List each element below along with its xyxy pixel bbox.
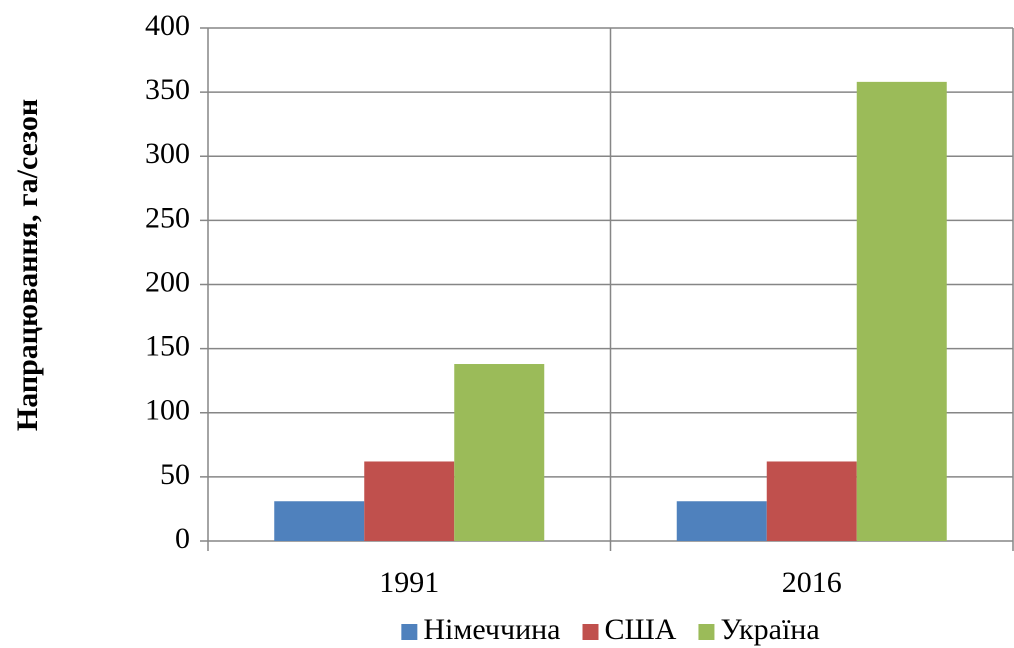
y-tick-label: 50 — [160, 458, 190, 491]
x-tick-label: 2016 — [782, 566, 842, 599]
y-tick-label: 150 — [145, 330, 190, 363]
legend-label: Німеччина — [423, 613, 560, 646]
y-tick-label: 400 — [145, 9, 190, 42]
legend-label: США — [605, 613, 677, 646]
legend-swatch — [401, 624, 418, 640]
bar — [856, 81, 947, 542]
bar — [274, 501, 365, 541]
bar — [766, 461, 857, 541]
y-tick-label: 300 — [145, 137, 190, 170]
legend-swatch — [698, 624, 715, 640]
y-tick-label: 200 — [145, 265, 190, 298]
y-axis-label: Напрацювання, га/сезон — [11, 99, 44, 431]
legend-label: Україна — [720, 613, 819, 646]
legend-swatch — [582, 624, 599, 640]
y-tick-label: 0 — [175, 522, 190, 555]
bar — [454, 364, 545, 541]
y-tick-label: 250 — [145, 201, 190, 234]
y-tick-label: 100 — [145, 394, 190, 427]
x-tick-label: 1991 — [379, 566, 439, 599]
y-tick-label: 350 — [145, 73, 190, 106]
bar — [676, 501, 767, 541]
bar — [364, 461, 455, 541]
